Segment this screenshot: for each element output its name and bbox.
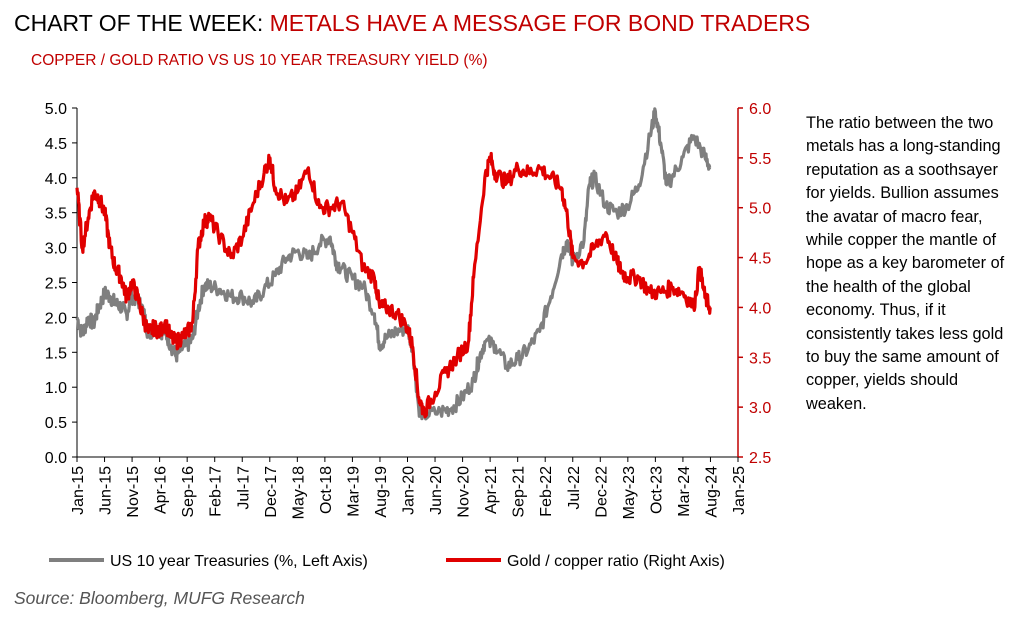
x-tick-label: Sep-21 <box>511 466 528 518</box>
left-tick-label: 1.5 <box>45 345 67 362</box>
x-tick-label: Aug-24 <box>703 466 720 518</box>
x-tick-label: Mar-24 <box>676 466 693 517</box>
right-tick-label: 3.0 <box>749 400 771 417</box>
left-tick-label: 0.0 <box>45 450 67 467</box>
left-tick-label: 1.0 <box>45 380 67 397</box>
source-note: Source: Bloomberg, MUFG Research <box>14 588 305 608</box>
x-tick-label: Jul-17 <box>235 466 252 510</box>
legend-label-gold-copper: Gold / copper ratio (Right Axis) <box>507 553 725 570</box>
x-tick-label: Feb-17 <box>208 466 225 517</box>
left-tick-label: 2.0 <box>45 310 67 327</box>
left-tick-label: 3.5 <box>45 206 67 223</box>
x-tick-label: Dec-22 <box>593 466 610 518</box>
legend-label-us10y: US 10 year Treasuries (%, Left Axis) <box>110 553 368 570</box>
chart-subtitle: COPPER / GOLD RATIO VS US 10 YEAR TREASU… <box>31 52 488 69</box>
legend: US 10 year Treasuries (%, Left Axis) Gold… <box>49 553 725 570</box>
x-tick-label: May-18 <box>290 466 307 519</box>
x-tick-label: Oct-18 <box>318 466 335 514</box>
left-tick-label: 2.5 <box>45 276 67 293</box>
x-tick-label: Nov-20 <box>456 466 473 518</box>
x-tick-label: Apr-21 <box>483 466 500 514</box>
right-tick-label: 3.5 <box>749 350 771 367</box>
x-tick-label: Jan-25 <box>731 466 748 515</box>
left-tick-label: 3.0 <box>45 241 67 258</box>
title-highlight: METALS HAVE A MESSAGE FOR BOND TRADERS <box>269 10 811 36</box>
x-tick-label: May-23 <box>621 466 638 519</box>
x-tick-label: Oct-23 <box>648 466 665 514</box>
x-tick-label: Dec-17 <box>263 466 280 518</box>
right-tick-label: 2.5 <box>749 450 771 467</box>
left-tick-label: 5.0 <box>45 101 67 118</box>
series-line-us10y <box>75 107 712 421</box>
left-tick-label: 4.5 <box>45 136 67 153</box>
x-tick-label: Mar-19 <box>345 466 362 517</box>
left-tick-label: 0.5 <box>45 415 67 432</box>
right-tick-label: 4.0 <box>749 300 771 317</box>
x-tick-label: Jun-15 <box>98 466 115 515</box>
title-prefix: CHART OF THE WEEK: <box>14 10 270 36</box>
left-tick-label: 4.0 <box>45 171 67 188</box>
x-tick-label: Aug-19 <box>373 466 390 518</box>
x-tick-label: Apr-16 <box>153 466 170 514</box>
commentary-text: The ratio between the two metals has a l… <box>806 114 1005 413</box>
x-tick-label: Feb-22 <box>538 466 555 517</box>
x-tick-label: Jan-20 <box>401 466 418 515</box>
x-tick-label: Sep-16 <box>180 466 197 518</box>
axes-layer: 0.0 0.5 1.0 1.5 2.0 2.5 3.0 3.5 4.0 4.5 5.0 2.5 3.0 3… <box>45 101 772 519</box>
right-tick-label: 4.5 <box>749 251 771 268</box>
x-tick-label: Jan-15 <box>70 466 87 515</box>
right-tick-label: 5.0 <box>749 201 771 218</box>
x-tick-label: Jun-20 <box>428 466 445 515</box>
chart-title: CHART OF THE WEEK: METALS HAVE A MESSAGE… <box>14 10 810 37</box>
x-tick-label: Nov-15 <box>125 466 142 518</box>
series-line-gold-copper <box>75 151 712 419</box>
series-layer <box>75 107 712 421</box>
right-tick-label: 5.5 <box>749 151 771 168</box>
x-tick-label: Jul-22 <box>566 466 583 510</box>
right-tick-label: 6.0 <box>749 101 771 118</box>
